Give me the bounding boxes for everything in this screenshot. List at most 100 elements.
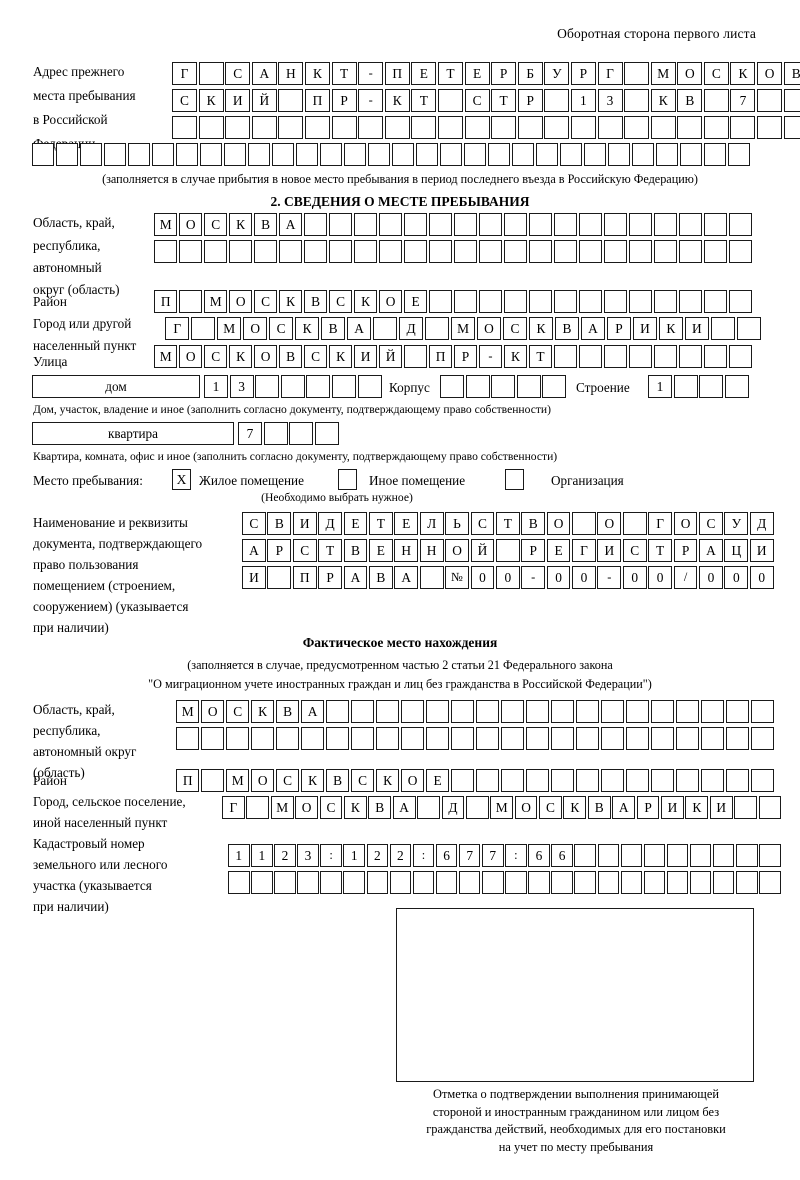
char-cell[interactable] bbox=[278, 116, 304, 139]
char-cell[interactable] bbox=[246, 796, 270, 819]
char-cell[interactable] bbox=[727, 143, 750, 166]
char-cell[interactable]: Г bbox=[648, 512, 673, 535]
char-cell[interactable] bbox=[487, 143, 511, 166]
char-cell[interactable] bbox=[578, 240, 603, 263]
char-cell[interactable] bbox=[424, 317, 450, 340]
char-cell[interactable] bbox=[620, 844, 643, 867]
char-cell[interactable]: К bbox=[503, 345, 528, 368]
char-cell[interactable] bbox=[736, 317, 762, 340]
char-cell[interactable] bbox=[178, 290, 203, 313]
char-cell[interactable] bbox=[553, 213, 578, 236]
char-cell[interactable] bbox=[574, 844, 596, 867]
char-cell[interactable] bbox=[375, 727, 400, 750]
char-cell[interactable] bbox=[304, 116, 330, 139]
char-cell[interactable]: О bbox=[253, 345, 278, 368]
char-cell[interactable] bbox=[597, 871, 619, 894]
char-cell[interactable]: А bbox=[242, 539, 266, 562]
char-cell[interactable]: 0 bbox=[470, 566, 495, 589]
char-cell[interactable]: С bbox=[203, 213, 228, 236]
char-cell[interactable] bbox=[550, 700, 575, 723]
char-cell[interactable]: - bbox=[521, 566, 546, 589]
char-cell[interactable]: В bbox=[368, 796, 392, 819]
char-cell[interactable] bbox=[453, 240, 478, 263]
char-cell[interactable] bbox=[453, 290, 478, 313]
char-cell[interactable] bbox=[583, 143, 607, 166]
char-cell[interactable] bbox=[325, 700, 350, 723]
char-cell[interactable] bbox=[712, 871, 735, 894]
char-cell[interactable] bbox=[528, 240, 553, 263]
char-cell[interactable] bbox=[603, 213, 628, 236]
char-cell[interactable] bbox=[607, 143, 631, 166]
char-cell[interactable]: С bbox=[275, 769, 300, 792]
char-cell[interactable] bbox=[403, 240, 428, 263]
char-cell[interactable] bbox=[32, 143, 55, 166]
char-cell[interactable]: К bbox=[250, 700, 275, 723]
char-cell[interactable] bbox=[450, 700, 475, 723]
char-cell[interactable]: 1 bbox=[204, 375, 228, 398]
char-cell[interactable] bbox=[553, 290, 578, 313]
char-cell[interactable]: Т bbox=[318, 539, 342, 562]
char-cell[interactable]: М bbox=[490, 796, 514, 819]
char-cell[interactable] bbox=[465, 796, 489, 819]
char-cell[interactable]: С bbox=[328, 290, 353, 313]
char-cell[interactable]: Г bbox=[597, 62, 623, 85]
char-cell[interactable]: С bbox=[464, 89, 490, 112]
char-cell[interactable] bbox=[758, 796, 782, 819]
char-cell[interactable] bbox=[154, 240, 178, 263]
char-cell[interactable] bbox=[544, 116, 570, 139]
char-cell[interactable]: А bbox=[699, 539, 723, 562]
char-cell[interactable]: К bbox=[384, 89, 410, 112]
char-cell[interactable] bbox=[475, 727, 500, 750]
char-cell[interactable] bbox=[622, 512, 647, 535]
char-cell[interactable] bbox=[428, 240, 453, 263]
char-cell[interactable]: О bbox=[476, 317, 502, 340]
char-cell[interactable] bbox=[553, 345, 578, 368]
house-box[interactable]: дом bbox=[32, 375, 200, 398]
checkbox-residential[interactable]: X bbox=[172, 469, 191, 490]
char-cell[interactable] bbox=[759, 844, 781, 867]
char-cell[interactable] bbox=[653, 290, 678, 313]
char-cell[interactable]: К bbox=[563, 796, 587, 819]
char-cell[interactable]: К bbox=[685, 796, 709, 819]
char-cell[interactable] bbox=[624, 116, 650, 139]
char-cell[interactable] bbox=[689, 844, 712, 867]
char-cell[interactable] bbox=[306, 375, 331, 398]
char-cell[interactable]: И bbox=[597, 539, 622, 562]
char-cell[interactable] bbox=[728, 240, 753, 263]
char-cell[interactable] bbox=[572, 512, 596, 535]
char-cell[interactable]: К bbox=[343, 796, 367, 819]
char-cell[interactable]: Р bbox=[673, 539, 698, 562]
char-cell[interactable] bbox=[274, 871, 296, 894]
char-cell[interactable] bbox=[535, 143, 559, 166]
char-cell[interactable]: К bbox=[300, 769, 325, 792]
char-cell[interactable] bbox=[597, 116, 623, 139]
char-cell[interactable]: С bbox=[539, 796, 562, 819]
char-cell[interactable] bbox=[650, 769, 675, 792]
char-cell[interactable] bbox=[750, 700, 775, 723]
char-cell[interactable] bbox=[650, 700, 675, 723]
char-cell[interactable]: М bbox=[154, 345, 178, 368]
char-cell[interactable]: О bbox=[228, 290, 253, 313]
char-cell[interactable]: К bbox=[730, 62, 756, 85]
char-cell[interactable]: И bbox=[353, 345, 378, 368]
char-cell[interactable] bbox=[253, 240, 278, 263]
char-cell[interactable]: 1 bbox=[228, 844, 250, 867]
char-cell[interactable]: 1 bbox=[570, 89, 596, 112]
char-cell[interactable]: А bbox=[251, 62, 277, 85]
char-cell[interactable]: П bbox=[384, 62, 410, 85]
char-cell[interactable]: С bbox=[350, 769, 375, 792]
char-cell[interactable]: 0 bbox=[546, 566, 571, 589]
char-cell[interactable]: К bbox=[375, 769, 400, 792]
char-cell[interactable] bbox=[675, 727, 700, 750]
char-cell[interactable]: М bbox=[225, 769, 250, 792]
char-cell[interactable]: М bbox=[270, 796, 294, 819]
char-cell[interactable] bbox=[578, 345, 603, 368]
char-cell[interactable]: Р bbox=[453, 345, 478, 368]
char-cell[interactable]: М bbox=[154, 213, 178, 236]
char-cell[interactable]: Е bbox=[411, 62, 437, 85]
char-cell[interactable] bbox=[678, 240, 703, 263]
